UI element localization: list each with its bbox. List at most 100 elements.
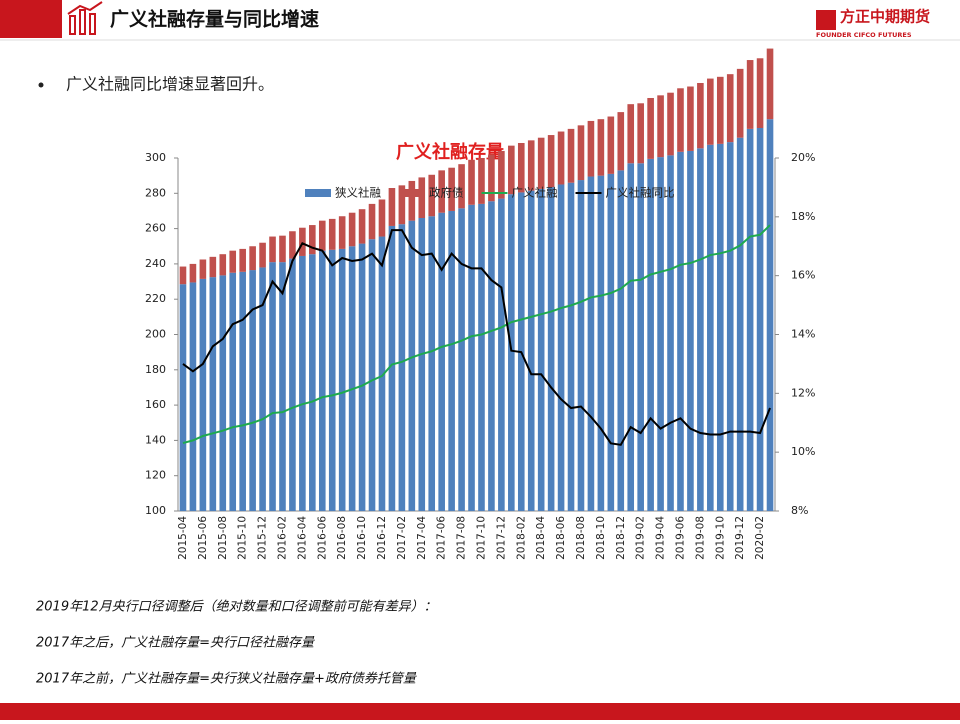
- x-tick-label: 2020-02: [754, 516, 766, 560]
- x-tick-label: 2019-10: [714, 516, 726, 560]
- bar: [358, 243, 366, 512]
- bar: [498, 198, 505, 511]
- bar: [726, 142, 734, 512]
- y-tick-label: 220: [145, 292, 166, 305]
- bar: [448, 210, 455, 511]
- bar: [577, 125, 585, 181]
- bar: [726, 74, 734, 143]
- bar: [418, 177, 426, 219]
- y2-tick-label: 20%: [791, 151, 815, 164]
- x-tick-label: 2017-02: [396, 516, 408, 560]
- bar: [617, 112, 625, 171]
- bar: [259, 267, 266, 511]
- note: 2019年12月央行口径调整后（绝对数量和口径调整前可能有差异）：: [36, 599, 437, 615]
- footer-bar: [0, 703, 960, 720]
- bar: [537, 137, 545, 189]
- legend-label: 狭义社融: [335, 186, 381, 200]
- y2-tick-label: 8%: [791, 504, 808, 517]
- bar: [627, 104, 635, 164]
- bar: [388, 225, 396, 511]
- bar: [179, 266, 187, 285]
- bar: [657, 157, 664, 511]
- bar: [677, 151, 684, 511]
- bar: [557, 131, 565, 185]
- y-tick-label: 260: [145, 222, 166, 235]
- bar: [249, 246, 256, 271]
- y-tick-label: 180: [145, 363, 166, 376]
- y-tick-label: 280: [145, 186, 166, 199]
- x-tick-label: 2015-08: [217, 516, 229, 560]
- x-tick-label: 2016-02: [276, 516, 288, 560]
- bar: [557, 184, 565, 511]
- bar: [458, 164, 465, 209]
- bar: [667, 155, 674, 512]
- bar: [199, 278, 207, 511]
- bar: [289, 231, 296, 259]
- x-tick-label: 2016-06: [316, 516, 328, 560]
- x-tick-label: 2017-08: [456, 516, 468, 560]
- bar: [239, 248, 246, 272]
- legend-label: 广义社融: [512, 186, 558, 200]
- bar: [299, 227, 306, 256]
- bar: [736, 137, 744, 511]
- bar: [736, 68, 744, 138]
- bar: [716, 76, 724, 144]
- bar: [239, 271, 246, 511]
- x-tick-label: 2016-08: [336, 516, 348, 560]
- bar: [209, 256, 217, 278]
- note: 2017年之后，广义社融存量=央行口径社融存量: [36, 636, 316, 651]
- x-tick-label: 2017-06: [436, 516, 448, 560]
- bar: [707, 78, 714, 145]
- legend-swatch: [399, 189, 425, 197]
- bar: [567, 128, 575, 183]
- x-tick-label: 2019-04: [655, 516, 667, 560]
- bar: [229, 250, 237, 273]
- bar: [348, 246, 356, 511]
- bar: [637, 103, 644, 164]
- bar: [358, 209, 366, 244]
- y2-tick-label: 14%: [791, 328, 815, 341]
- x-tick-label: 2016-04: [296, 516, 308, 560]
- bar: [418, 218, 426, 511]
- x-tick-label: 2019-12: [734, 516, 746, 560]
- bullet-dot: [38, 82, 44, 88]
- x-tick-label: 2017-04: [416, 516, 428, 560]
- bar: [607, 116, 615, 174]
- bar: [488, 201, 495, 511]
- bar: [249, 270, 256, 511]
- bar: [547, 187, 555, 511]
- bar: [328, 218, 336, 250]
- bar: [368, 239, 376, 511]
- y2-tick-label: 18%: [791, 210, 815, 223]
- bar: [697, 82, 704, 149]
- y-tick-label: 120: [145, 469, 166, 482]
- bar: [766, 119, 774, 512]
- bar: [279, 262, 286, 511]
- bar: [527, 140, 535, 191]
- bar: [617, 170, 625, 512]
- bar: [537, 188, 545, 511]
- note: 2017年之前，广义社融存量=央行狭义社融存量+政府债券托管量: [36, 671, 418, 687]
- bar: [458, 208, 465, 512]
- bar: [567, 182, 575, 511]
- x-tick-label: 2017-10: [475, 516, 487, 560]
- x-tick-label: 2019-02: [635, 516, 647, 560]
- bar: [428, 174, 436, 217]
- y-tick-label: 160: [145, 398, 166, 411]
- bar: [309, 225, 316, 255]
- x-tick-label: 2018-04: [535, 516, 547, 560]
- x-tick-label: 2015-06: [197, 516, 209, 560]
- y2-tick-label: 16%: [791, 269, 815, 282]
- bar: [508, 194, 515, 511]
- bar: [756, 127, 764, 512]
- bar: [746, 128, 754, 511]
- x-tick-label: 2015-10: [237, 516, 249, 560]
- legend-swatch: [305, 189, 331, 197]
- bar: [299, 255, 306, 511]
- x-tick-label: 2018-12: [615, 516, 627, 560]
- bar: [289, 258, 296, 511]
- bar: [677, 88, 684, 152]
- bar: [209, 277, 217, 511]
- bar: [637, 163, 644, 512]
